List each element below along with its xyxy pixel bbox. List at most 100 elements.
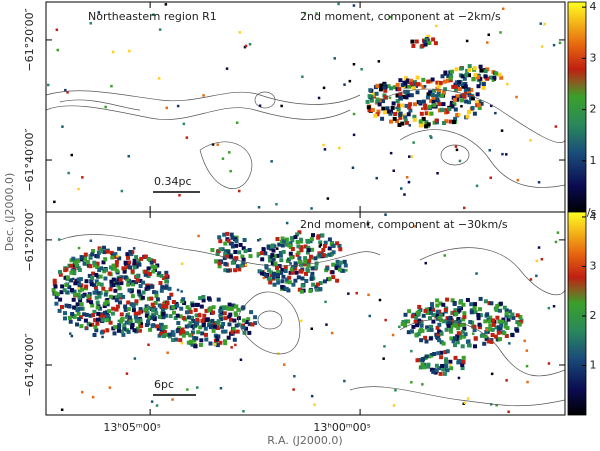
emission-pixel	[162, 334, 166, 339]
emission-pixel	[310, 274, 314, 279]
emission-pixel	[388, 111, 393, 116]
emission-pixel	[386, 109, 391, 114]
emission-pixel	[91, 313, 95, 318]
emission-pixel	[478, 307, 482, 312]
emission-pixel	[429, 135, 432, 138]
emission-pixel	[228, 241, 233, 246]
emission-pixel	[467, 110, 471, 114]
emission-pixel	[91, 249, 95, 253]
emission-pixel	[403, 81, 408, 86]
emission-pixel	[469, 310, 474, 315]
emission-pixel	[450, 104, 455, 109]
emission-pixel	[508, 342, 511, 345]
emission-pixel	[247, 330, 252, 335]
emission-pixel	[444, 327, 449, 332]
emission-pixel	[476, 316, 481, 321]
emission-pixel	[77, 287, 81, 290]
emission-pixel	[95, 261, 100, 266]
emission-pixel	[501, 7, 505, 10]
emission-pixel	[490, 372, 494, 376]
emission-pixel	[161, 311, 166, 316]
emission-pixel	[128, 49, 131, 53]
emission-pixel	[216, 334, 221, 339]
emission-pixel	[419, 111, 424, 116]
emission-pixel	[408, 102, 413, 107]
emission-pixel	[382, 357, 385, 360]
emission-pixel	[422, 39, 427, 44]
emission-pixel	[310, 247, 315, 252]
emission-pixel	[108, 265, 113, 270]
emission-pixel	[539, 22, 542, 25]
emission-pixel	[287, 280, 292, 285]
emission-pixel	[440, 74, 445, 79]
emission-pixel	[438, 313, 443, 318]
emission-pixel	[415, 90, 420, 95]
emission-pixel	[407, 105, 412, 110]
emission-pixel	[67, 171, 70, 175]
emission-pixel	[284, 286, 289, 291]
emission-pixel	[310, 207, 313, 210]
emission-pixel	[289, 262, 292, 265]
emission-pixel	[496, 328, 501, 333]
emission-pixel	[472, 328, 477, 332]
emission-pixel	[376, 109, 381, 114]
emission-pixel	[159, 325, 164, 330]
emission-pixel	[435, 98, 440, 103]
emission-pixel	[430, 302, 434, 307]
emission-pixel	[406, 319, 411, 324]
emission-pixel	[296, 244, 301, 249]
emission-pixel	[415, 358, 420, 363]
emission-pixel	[460, 105, 463, 108]
emission-pixel	[319, 243, 322, 247]
emission-pixel	[214, 343, 217, 346]
emission-pixel	[164, 304, 169, 309]
emission-pixel	[185, 136, 189, 139]
emission-pixel	[199, 304, 204, 309]
emission-pixel	[303, 11, 307, 15]
emission-pixel	[411, 44, 416, 48]
emission-pixel	[120, 189, 124, 193]
emission-pixel	[72, 292, 77, 297]
emission-pixel	[409, 93, 414, 98]
emission-pixel	[460, 363, 465, 367]
emission-pixel	[281, 274, 286, 279]
panel-annotation: 2nd moment, component at −2km/s	[300, 10, 501, 23]
emission-pixel	[477, 106, 482, 110]
emission-pixel	[435, 24, 438, 28]
emission-pixel	[190, 330, 195, 335]
emission-pixel	[338, 146, 341, 150]
emission-pixel	[224, 254, 229, 259]
emission-pixel	[114, 260, 119, 264]
emission-pixel	[403, 323, 407, 328]
emission-pixel	[507, 309, 512, 314]
emission-pixel	[249, 310, 254, 315]
emission-pixel	[453, 82, 458, 87]
emission-pixel	[476, 84, 481, 89]
emission-pixel	[449, 363, 452, 366]
emission-pixel	[360, 68, 363, 71]
emission-pixel	[283, 363, 286, 366]
emission-pixel	[451, 95, 456, 100]
emission-pixel	[233, 250, 238, 254]
emission-pixel	[176, 288, 180, 292]
emission-pixel	[261, 248, 266, 253]
emission-pixel	[143, 272, 148, 277]
emission-pixel	[300, 276, 305, 281]
emission-pixel	[102, 310, 107, 315]
emission-pixel	[403, 312, 408, 317]
emission-pixel	[526, 380, 529, 384]
emission-pixel	[96, 250, 101, 255]
emission-pixel	[438, 80, 443, 85]
emission-pixel	[150, 264, 155, 269]
emission-pixel	[77, 317, 82, 322]
emission-pixel	[206, 296, 211, 301]
emission-pixel	[60, 408, 64, 411]
emission-pixel	[232, 318, 237, 323]
emission-pixel	[109, 283, 114, 288]
emission-pixel	[453, 336, 457, 341]
emission-pixel	[187, 307, 192, 312]
emission-pixel	[298, 237, 303, 242]
emission-pixel	[287, 243, 292, 248]
emission-pixel	[419, 321, 424, 326]
emission-pixel	[113, 254, 118, 259]
